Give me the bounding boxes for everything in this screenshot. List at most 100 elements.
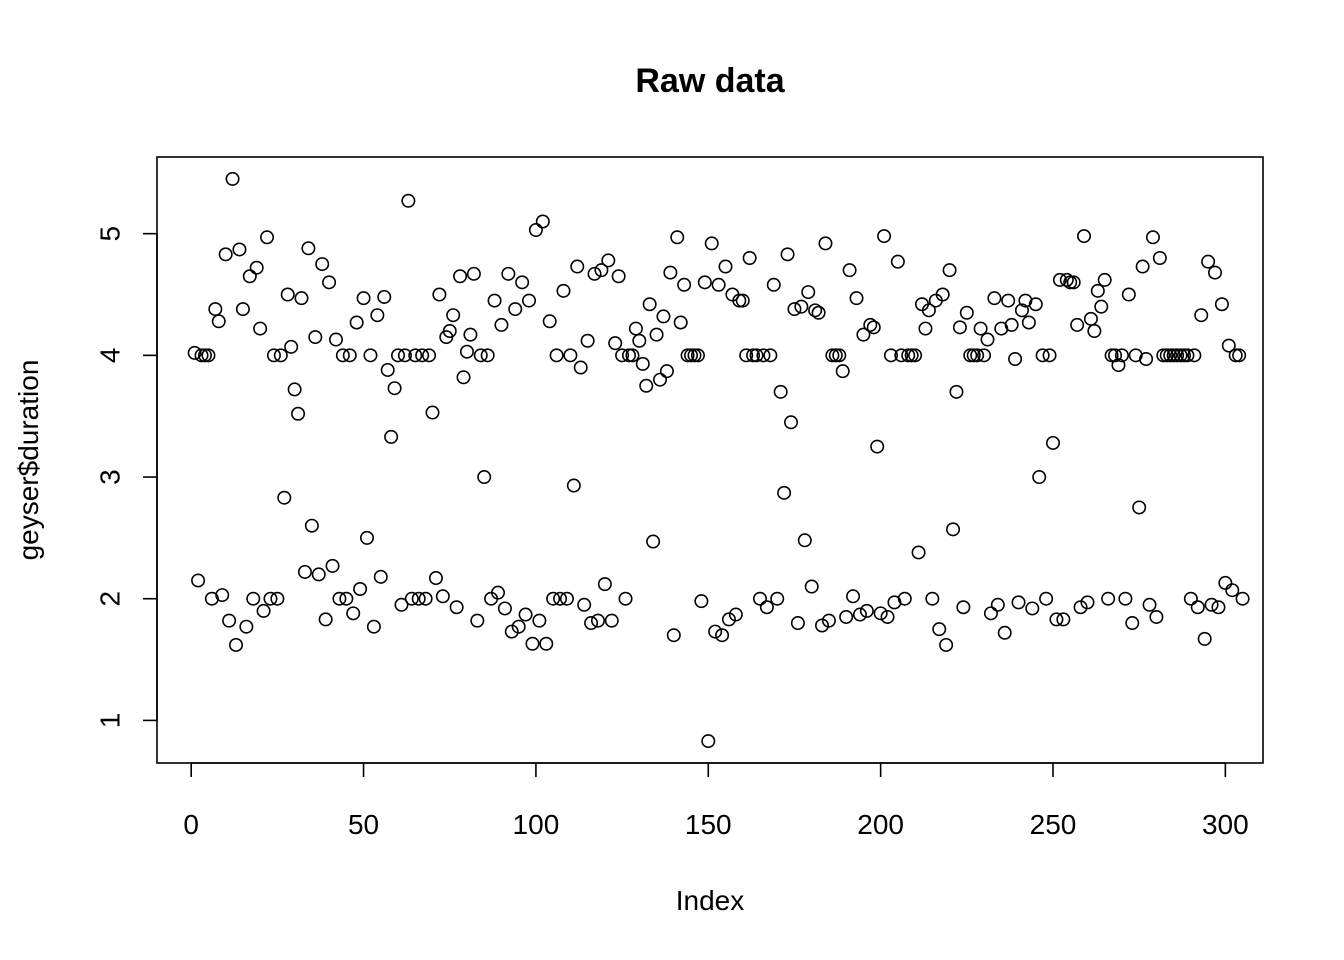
plot-frame bbox=[156, 156, 1264, 764]
data-point bbox=[480, 348, 495, 363]
data-point bbox=[649, 327, 664, 342]
data-point bbox=[359, 530, 374, 545]
data-point bbox=[877, 229, 892, 244]
data-point bbox=[1049, 612, 1064, 627]
data-point bbox=[566, 478, 581, 493]
data-point bbox=[604, 613, 619, 628]
data-point bbox=[573, 360, 588, 375]
data-point bbox=[435, 589, 450, 604]
data-point bbox=[449, 600, 464, 615]
data-point bbox=[294, 291, 309, 306]
data-point bbox=[625, 348, 640, 363]
data-point bbox=[284, 339, 299, 354]
x-tick-label: 150 bbox=[685, 809, 732, 840]
data-point bbox=[522, 293, 537, 308]
data-point bbox=[394, 597, 409, 612]
data-point bbox=[225, 171, 240, 186]
data-point bbox=[229, 637, 244, 652]
x-tick-label: 0 bbox=[183, 809, 199, 840]
data-point bbox=[732, 293, 747, 308]
data-point bbox=[835, 364, 850, 379]
data-point bbox=[811, 305, 826, 320]
data-point bbox=[1021, 315, 1036, 330]
data-point bbox=[487, 293, 502, 308]
data-point bbox=[704, 236, 719, 251]
data-point bbox=[401, 193, 416, 208]
data-point bbox=[849, 291, 864, 306]
data-point bbox=[1201, 254, 1216, 269]
data-point bbox=[690, 348, 705, 363]
data-point bbox=[1121, 287, 1136, 302]
data-point bbox=[656, 309, 671, 324]
data-point bbox=[752, 591, 767, 606]
data-point bbox=[346, 606, 361, 621]
data-point bbox=[694, 594, 709, 609]
data-point bbox=[987, 291, 1002, 306]
data-point bbox=[377, 289, 392, 304]
data-point bbox=[715, 628, 730, 643]
data-point bbox=[470, 613, 485, 628]
data-point bbox=[963, 348, 978, 363]
data-point bbox=[1214, 297, 1229, 312]
data-point bbox=[246, 591, 261, 606]
data-point bbox=[735, 293, 750, 308]
data-point bbox=[708, 624, 723, 639]
data-point bbox=[415, 348, 430, 363]
data-point bbox=[1142, 597, 1157, 612]
data-point bbox=[1173, 348, 1188, 363]
data-point bbox=[901, 348, 916, 363]
data-point bbox=[804, 579, 819, 594]
data-point bbox=[959, 305, 974, 320]
data-point bbox=[422, 348, 437, 363]
data-point bbox=[846, 589, 861, 604]
data-point bbox=[397, 348, 412, 363]
data-point bbox=[584, 616, 599, 631]
data-point bbox=[542, 314, 557, 329]
data-point bbox=[432, 287, 447, 302]
data-point bbox=[866, 320, 881, 335]
data-point bbox=[759, 600, 774, 615]
y-tick-label: 5 bbox=[95, 226, 126, 242]
data-point bbox=[646, 534, 661, 549]
data-point bbox=[277, 490, 292, 505]
data-point bbox=[328, 332, 343, 347]
data-point bbox=[208, 302, 223, 317]
data-point bbox=[615, 348, 630, 363]
data-point bbox=[883, 348, 898, 363]
data-point bbox=[942, 263, 957, 278]
data-point bbox=[559, 591, 574, 606]
data-point bbox=[553, 591, 568, 606]
data-point bbox=[608, 336, 623, 351]
x-tick-label: 100 bbox=[513, 809, 560, 840]
data-points bbox=[187, 171, 1250, 749]
data-point bbox=[839, 609, 854, 624]
data-point bbox=[1080, 595, 1095, 610]
data-point bbox=[477, 470, 492, 485]
data-point bbox=[1211, 600, 1226, 615]
data-point bbox=[1083, 311, 1098, 326]
data-point bbox=[1028, 297, 1043, 312]
data-point bbox=[325, 558, 340, 573]
data-point bbox=[628, 321, 643, 336]
data-point bbox=[263, 591, 278, 606]
data-point bbox=[1070, 317, 1085, 332]
data-point bbox=[260, 230, 275, 245]
data-point bbox=[642, 297, 657, 312]
data-point bbox=[801, 285, 816, 300]
data-point bbox=[201, 348, 216, 363]
data-point bbox=[635, 356, 650, 371]
data-point bbox=[832, 348, 847, 363]
data-point bbox=[670, 230, 685, 245]
data-point bbox=[1104, 348, 1119, 363]
data-point bbox=[1004, 317, 1019, 332]
data-point bbox=[873, 606, 888, 621]
data-point bbox=[790, 616, 805, 631]
data-point bbox=[332, 591, 347, 606]
data-point bbox=[1114, 348, 1129, 363]
data-point bbox=[770, 591, 785, 606]
data-point bbox=[763, 348, 778, 363]
data-point bbox=[291, 406, 306, 421]
data-point bbox=[273, 348, 288, 363]
data-point bbox=[1025, 601, 1040, 616]
data-point bbox=[570, 259, 585, 274]
